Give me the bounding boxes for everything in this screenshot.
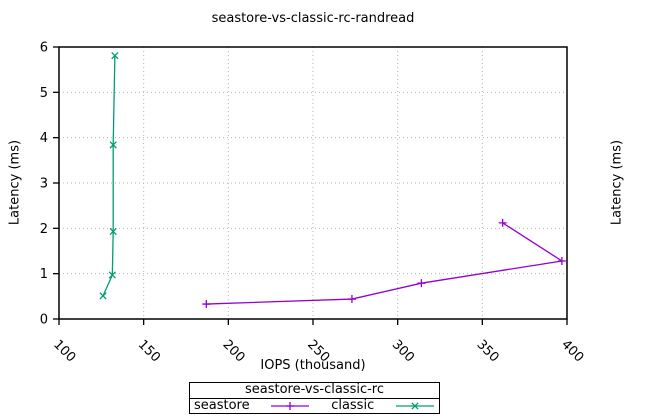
y-axis-label-left: Latency (ms) (7, 139, 23, 226)
svg-text:100: 100 (50, 337, 78, 365)
svg-text:6: 6 (40, 41, 48, 56)
svg-text:4: 4 (40, 131, 48, 146)
y-axis-label-right: Latency (ms) (609, 139, 625, 226)
svg-text:3: 3 (40, 177, 48, 192)
svg-text:150: 150 (135, 337, 163, 365)
svg-text:2: 2 (40, 222, 48, 237)
svg-text:350: 350 (474, 337, 502, 365)
legend: seastore-vs-classic-rc seastore classic (189, 382, 440, 414)
svg-text:400: 400 (558, 337, 586, 365)
legend-label-classic: classic (331, 398, 375, 413)
legend-title: seastore-vs-classic-rc (190, 383, 439, 399)
svg-text:5: 5 (40, 86, 48, 101)
chart-title: seastore-vs-classic-rc-randread (211, 11, 415, 26)
legend-label-seastore: seastore (194, 398, 250, 413)
svg-text:0: 0 (40, 313, 48, 328)
legend-entries: seastore classic (190, 399, 439, 413)
legend-sample-seastore (271, 402, 310, 410)
x-axis-label: IOPS (thousand) (260, 358, 366, 373)
svg-text:1: 1 (40, 267, 48, 282)
legend-sample-classic (396, 402, 434, 410)
